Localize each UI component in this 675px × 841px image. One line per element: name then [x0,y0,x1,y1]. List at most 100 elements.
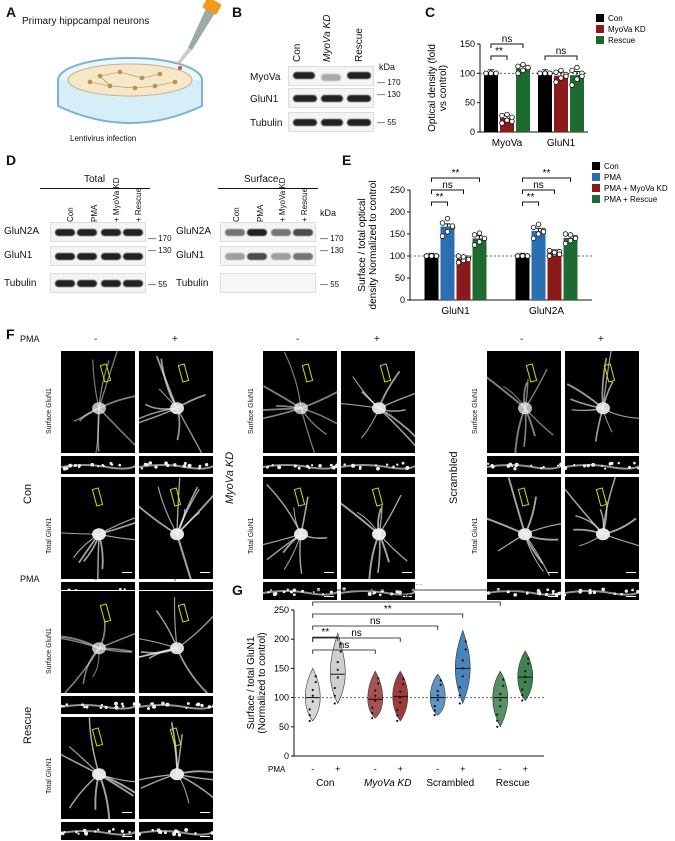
data-point [502,678,505,681]
pipette-icon [176,0,222,66]
data-point [476,230,483,236]
panel-b-marker-130: — 130 [377,90,401,99]
dendrite-strip [341,587,415,597]
significance-label: ns [351,628,362,639]
surface-micrograph [486,350,562,454]
significance-bracket [431,189,464,194]
data-point [461,667,464,670]
d-total-row-glun1: GluN1 [4,250,33,261]
data-point [339,642,342,645]
significance-bracket [312,613,464,618]
pma-sign: + [523,764,528,774]
data-point [496,713,499,716]
significance-label: ns [442,180,453,191]
pma-minus: - [520,334,524,345]
neuron-image [61,517,135,579]
group-label: MyoVa KD [364,778,411,789]
surface-micrograph [60,590,136,694]
significance-label: ** [415,584,423,591]
bar [516,68,530,132]
neuron-image [263,483,328,574]
surface-strip [138,455,214,475]
total-strip [486,581,562,601]
d-surface-marker-55: — 55 [320,280,340,289]
legend-label: PMA + MyoVa KD [604,184,668,193]
y-tick-label: 250 [274,605,289,615]
significance-bracket [312,625,439,630]
scale-bar [548,596,558,597]
data-point [493,70,499,77]
significance-bracket [312,589,526,594]
data-point [377,677,380,680]
d-total-marker-170: — 170 [148,234,172,243]
panel-b-marker-170: — 170 [377,78,401,87]
bar [484,73,498,132]
total-micrograph [340,476,416,580]
d-total-lane-pma: PMA [90,204,99,222]
data-point [444,229,451,235]
data-point [333,686,336,690]
total-micrograph [138,716,214,820]
neuron-image [139,355,206,453]
group-label: Scrambled [426,778,474,789]
significance-bracket [431,177,480,182]
blot-b-myova [288,66,374,86]
scale-bar [324,596,334,597]
surface-strip [60,695,136,715]
petri-dish-illustration [57,0,222,124]
legend-swatch [592,195,600,203]
total-strip [340,581,416,601]
d-surface-lane-con: Con [232,207,241,222]
data-point [537,70,543,77]
data-point [449,223,456,229]
data-point [308,719,311,723]
data-point [524,670,527,673]
data-point [396,714,399,717]
panel-d-surface-title: Surface [244,174,279,185]
legend-swatch [596,36,604,44]
d-total-lane-kd: + MyoVa KD [112,177,121,222]
significance-label: ns [556,46,567,57]
legend-label: Con [608,14,623,23]
neuron-image [61,620,135,693]
data-point [464,640,467,643]
data-point [530,224,537,231]
d-surface-lane-pma: PMA [256,204,265,222]
data-point [460,254,467,260]
d-total-row-tubulin: Tubulin [4,278,37,289]
data-point [458,686,461,689]
significance-bracket [544,55,578,60]
data-point [439,220,446,226]
group-label: Con [22,483,34,504]
total-glun1-label: Total GluN1 [46,757,53,794]
bar [531,230,546,300]
data-point [499,699,502,702]
d-total-marker-55: — 55 [148,280,168,289]
x-tick-label: GluN1 [547,138,576,149]
total-glun1-label: Total GluN1 [472,517,479,554]
d-total-marker-130: — 130 [148,246,172,255]
data-point [465,256,472,263]
scale-bar [200,572,210,573]
data-point [499,692,502,696]
data-point [574,64,580,71]
pma-plus: + [172,334,178,345]
data-point [436,694,439,697]
legend-swatch [592,173,600,181]
data-point [336,660,339,664]
scale-bar [122,812,132,813]
data-point [439,679,442,682]
legend-swatch [592,162,600,170]
panel-d-letter: D [6,152,17,168]
data-point [428,253,435,259]
data-point [572,235,579,242]
y-tick-label: 100 [274,693,289,703]
panel-b-letter: B [232,4,243,20]
bar [547,252,562,300]
bar [424,256,439,300]
panel-b-lane-kd: MyoVa KD [322,14,333,62]
data-point [396,708,399,712]
data-point [336,676,339,679]
significance-bracket [490,43,524,48]
panel-e-letter: E [342,152,352,168]
